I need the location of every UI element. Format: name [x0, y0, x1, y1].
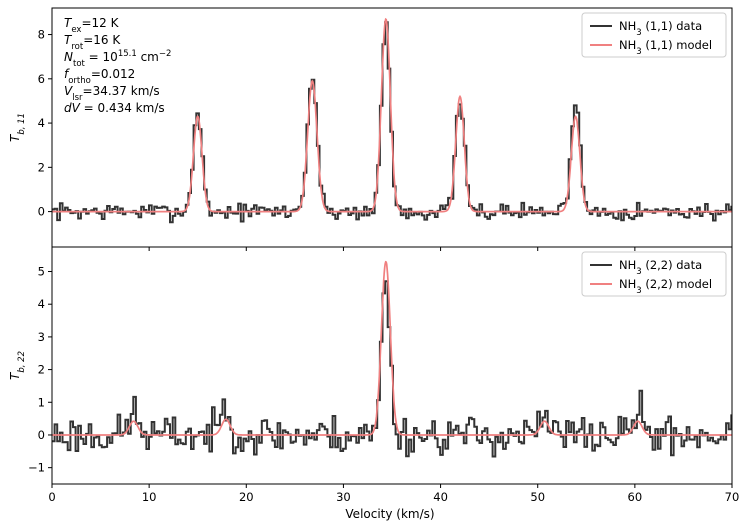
- x-axis-label: Velocity (km/s): [345, 507, 434, 521]
- y-tick-label-top: 2: [38, 160, 45, 174]
- axes-frame-bottom: [51, 246, 733, 485]
- fit-parameter-label: Tex=12 K: [64, 16, 120, 35]
- x-tick-label: 60: [628, 490, 643, 504]
- x-tick-label: 50: [530, 490, 545, 504]
- legend-box: [581, 12, 727, 58]
- y-tick-label-top: 6: [38, 72, 45, 86]
- y-tick-label-bottom: 5: [38, 265, 45, 279]
- x-tick-label: 10: [142, 490, 157, 504]
- fit-parameter-label: Vlsr=34.37 km/s: [64, 84, 160, 103]
- x-tick-label: 20: [239, 490, 254, 504]
- x-tick-label: 40: [433, 490, 448, 504]
- x-tick-label: 30: [336, 490, 351, 504]
- legend-label: NH3 (1,1) model: [619, 38, 712, 57]
- y-tick-label-top: 8: [38, 28, 45, 42]
- series-line-top-model: [52, 17, 732, 213]
- fit-parameter-label: dV = 0.434 km/s: [64, 101, 165, 115]
- y-tick-label-bottom: 0: [38, 428, 45, 442]
- fit-parameter-label: Ntot = 1015.1 cm−2: [64, 49, 171, 69]
- series-line-bottom-model: [52, 260, 732, 436]
- y-tick-label-bottom: 3: [38, 330, 45, 344]
- legend-label: NH3 (1,1) data: [619, 19, 702, 38]
- x-tick-label: 0: [48, 490, 55, 504]
- y-tick-label-bottom: 2: [38, 363, 45, 377]
- y-tick-label-top: 0: [38, 205, 45, 219]
- legend-box: [581, 251, 727, 297]
- fit-parameter-label: fortho=0.012: [64, 67, 135, 86]
- y-tick-label-bottom: 4: [38, 297, 45, 311]
- legend-label: NH3 (2,2) data: [619, 258, 702, 277]
- legend-label: NH3 (2,2) model: [619, 277, 712, 296]
- fit-parameter-label: Trot=16 K: [64, 33, 121, 52]
- x-tick-label: 70: [725, 490, 740, 504]
- y-tick-label-bottom: −1: [28, 461, 45, 475]
- y-axis-label-bottom: Tb, 22: [8, 351, 27, 380]
- y-axis-label-top: Tb, 11: [8, 113, 27, 142]
- y-tick-label-top: 4: [38, 116, 45, 130]
- y-tick-label-bottom: 1: [38, 395, 45, 409]
